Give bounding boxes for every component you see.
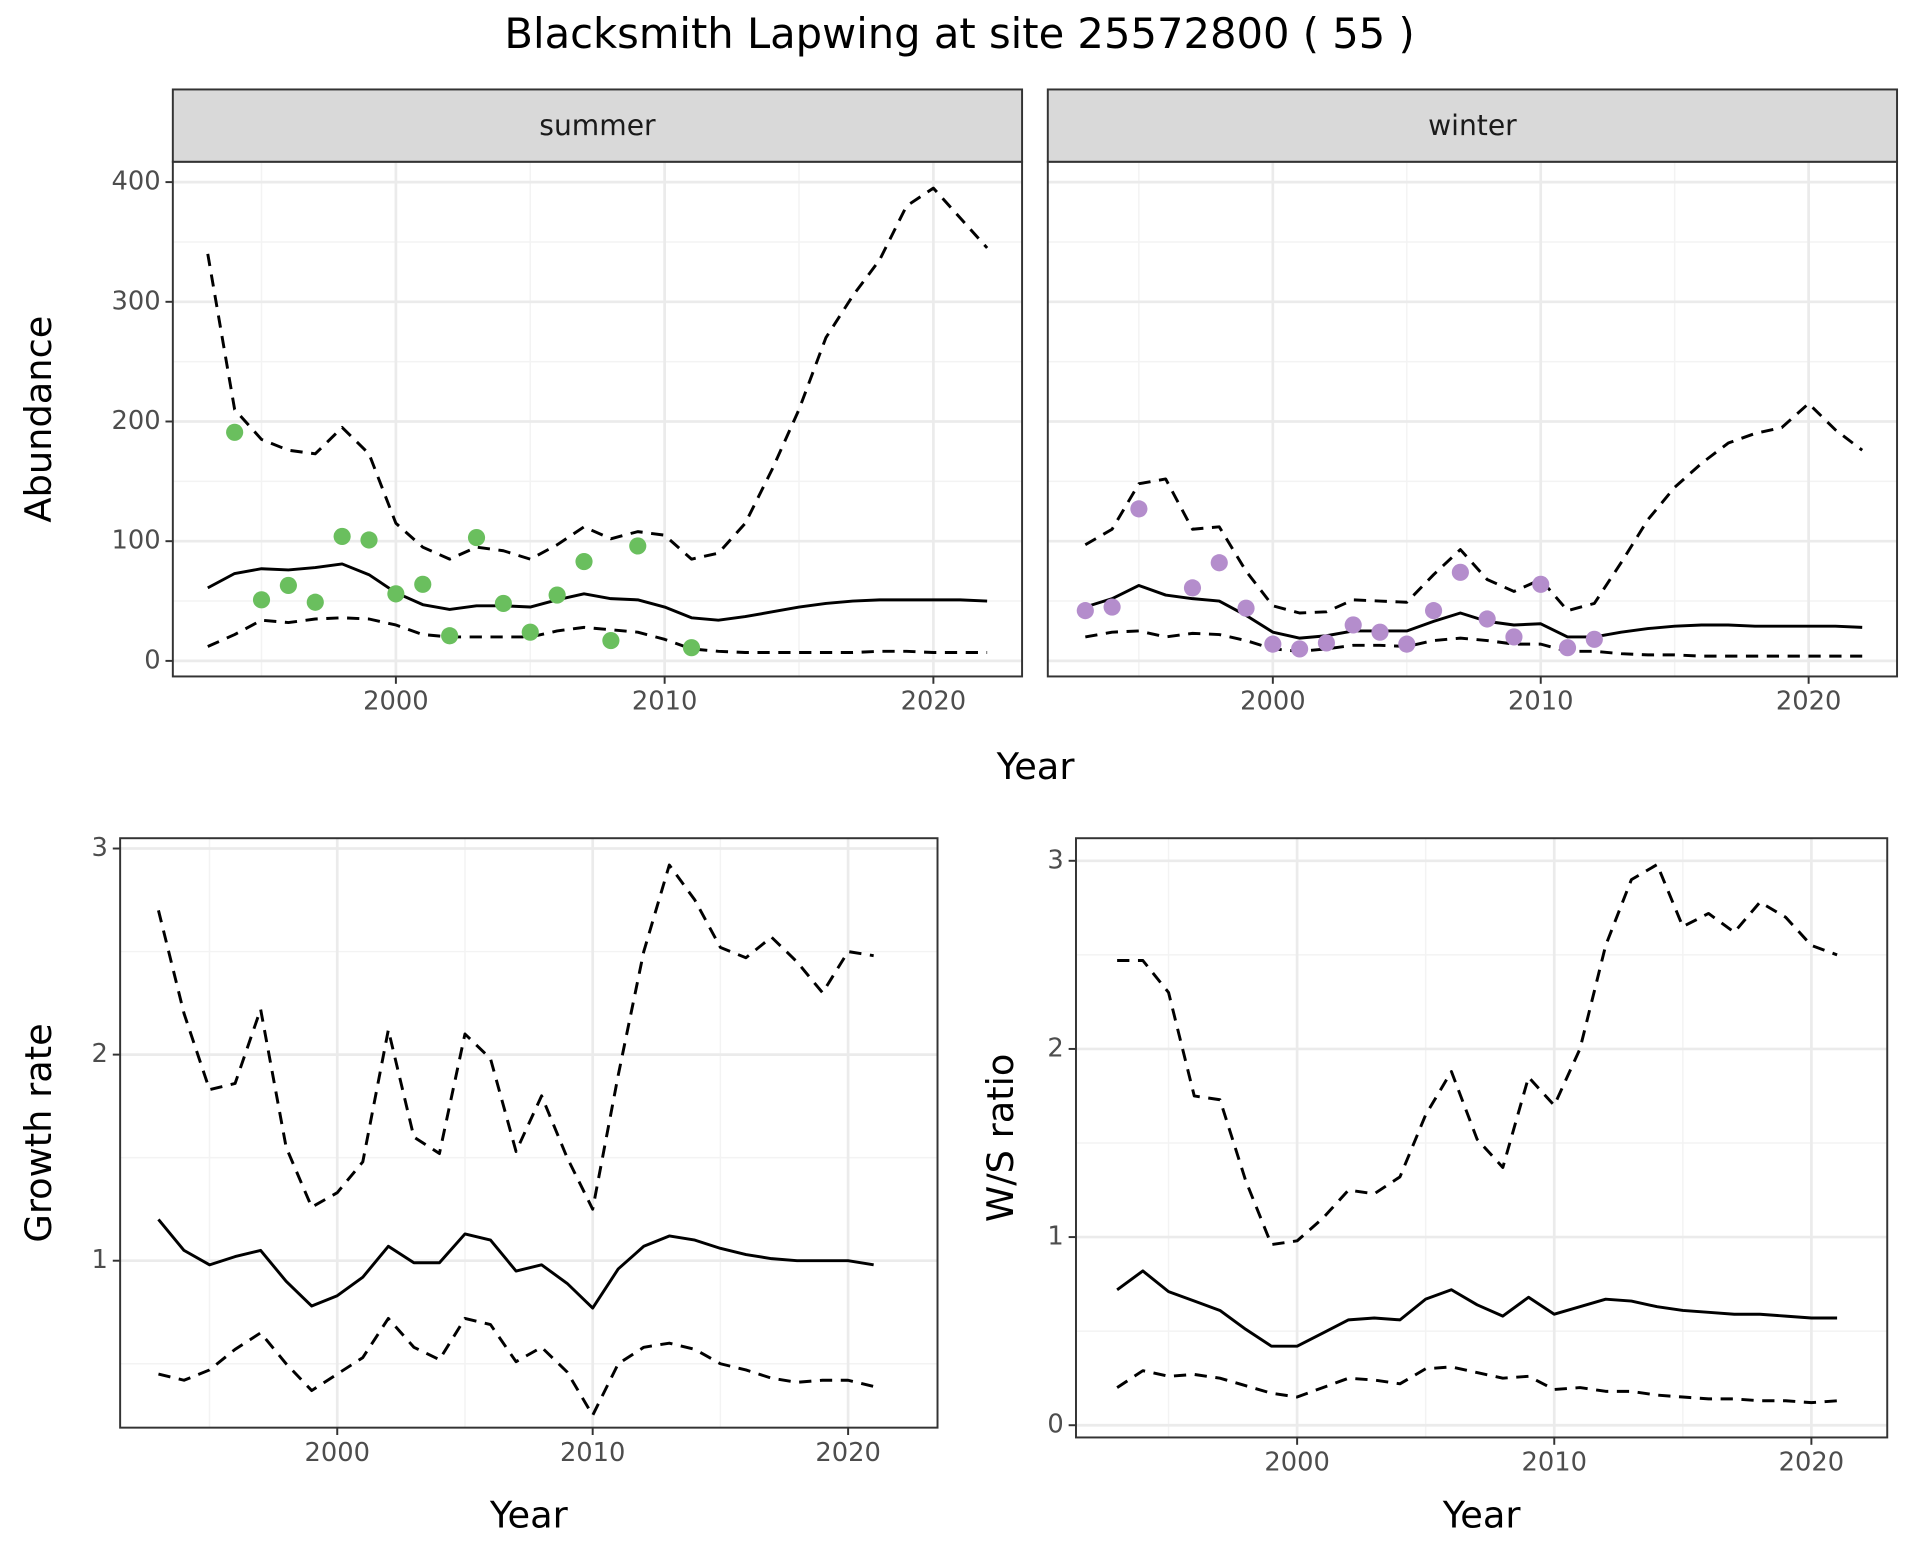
line — [1116, 1269, 1838, 1348]
point — [1398, 635, 1416, 653]
point — [1291, 640, 1309, 658]
point — [333, 527, 351, 545]
line — [1084, 402, 1864, 615]
figure-title: Blacksmith Lapwing at site 25572800 ( 55… — [504, 9, 1414, 58]
y-tick-label: 0 — [144, 645, 160, 675]
point — [548, 586, 566, 604]
point — [1558, 639, 1577, 657]
x-tick-label: 2010 — [560, 1438, 625, 1468]
strip-label: summer — [539, 109, 656, 142]
point — [252, 591, 271, 609]
point — [1424, 602, 1443, 620]
point — [1585, 630, 1603, 648]
y-tick-label: 100 — [111, 526, 160, 556]
point — [1264, 635, 1282, 653]
point — [521, 623, 539, 641]
point — [1237, 599, 1255, 617]
x-tick-label: 2010 — [632, 687, 697, 717]
point — [279, 576, 297, 595]
y-axis-label: Growth rate — [17, 1023, 60, 1242]
y-axis-label: W/S ratio — [979, 1054, 1022, 1222]
x-axis-label: Year — [489, 1494, 569, 1537]
point — [467, 529, 486, 547]
point — [1183, 579, 1202, 597]
point — [414, 575, 432, 593]
strip — [1046, 88, 1899, 163]
strip — [171, 88, 1024, 163]
panel-background — [1047, 161, 1898, 677]
x-tick-label: 2010 — [1508, 687, 1573, 717]
line — [1117, 863, 1838, 1247]
x-tick-label: 2000 — [1264, 1448, 1329, 1478]
line — [158, 1316, 875, 1417]
y-tick-label: 2 — [1047, 1033, 1063, 1063]
x-tick-label: 2020 — [1776, 687, 1841, 717]
point — [1076, 602, 1094, 620]
line — [1116, 1365, 1838, 1405]
point — [1210, 554, 1228, 572]
x-tick-label: 2000 — [1240, 687, 1305, 717]
line — [1085, 629, 1863, 658]
point — [1371, 623, 1389, 641]
y-axis-label: Abundance — [17, 316, 60, 523]
line — [1084, 584, 1863, 640]
line — [157, 863, 874, 1211]
panel-border — [1075, 837, 1889, 1439]
point — [1130, 500, 1148, 518]
strip-label: winter — [1428, 109, 1517, 142]
point — [306, 593, 324, 611]
point — [1478, 610, 1496, 628]
panel-background — [1075, 838, 1888, 1438]
point — [575, 552, 593, 571]
point — [494, 594, 512, 613]
point — [629, 537, 647, 555]
point — [441, 627, 459, 645]
x-tick-label: 2000 — [363, 687, 428, 717]
point — [682, 639, 701, 657]
x-axis-label: Year — [996, 745, 1076, 788]
panel-background — [172, 161, 1023, 677]
line — [207, 616, 988, 654]
y-tick-label: 2 — [92, 1039, 108, 1069]
point — [226, 423, 244, 441]
line — [157, 1218, 874, 1310]
point — [1103, 598, 1121, 616]
y-tick-label: 400 — [111, 167, 160, 197]
line — [206, 186, 989, 561]
x-axis-label: Year — [1442, 1494, 1522, 1537]
panel-border — [119, 837, 939, 1429]
point — [360, 531, 378, 549]
line — [207, 562, 988, 622]
y-tick-label: 1 — [1047, 1222, 1063, 1252]
point — [1532, 575, 1550, 593]
y-tick-label: 200 — [111, 406, 160, 436]
point — [1317, 634, 1335, 652]
x-tick-label: 2000 — [305, 1438, 370, 1468]
x-tick-label: 2020 — [901, 687, 966, 717]
point — [602, 631, 620, 650]
point — [387, 585, 405, 603]
y-tick-label: 0 — [1047, 1410, 1063, 1440]
point — [1451, 563, 1469, 581]
x-tick-label: 2010 — [1522, 1448, 1587, 1478]
point — [1505, 628, 1523, 646]
x-tick-label: 2020 — [1779, 1448, 1844, 1478]
x-tick-label: 2020 — [815, 1438, 880, 1468]
panel-background — [120, 838, 938, 1428]
point — [1344, 616, 1362, 634]
y-tick-label: 1 — [92, 1245, 108, 1275]
y-tick-label: 300 — [111, 286, 160, 316]
y-tick-label: 3 — [1047, 845, 1063, 875]
y-tick-label: 3 — [92, 833, 108, 863]
